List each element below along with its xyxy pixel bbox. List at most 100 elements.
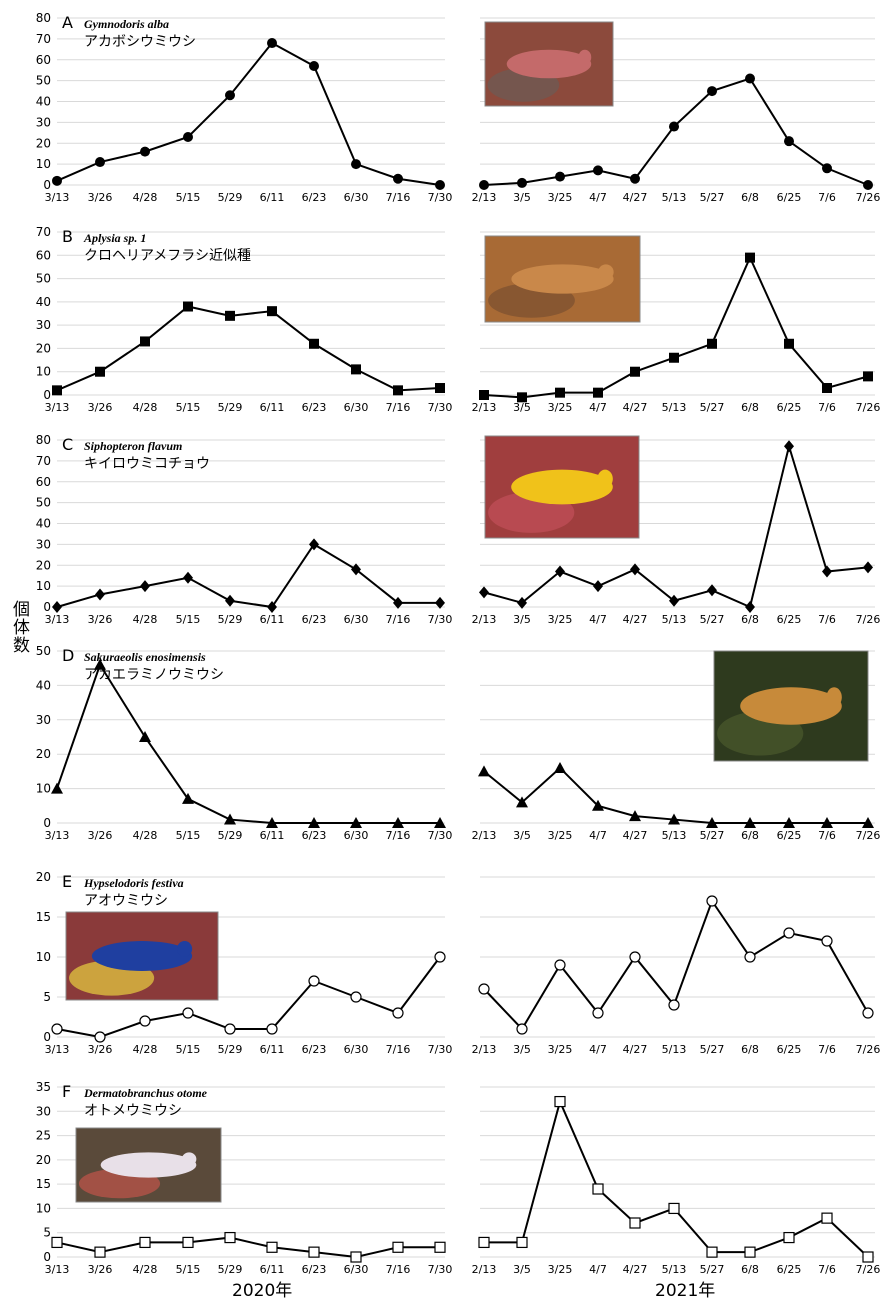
x-tick-label-2021: 6/8 bbox=[741, 191, 759, 204]
data-point-2021 bbox=[593, 387, 603, 398]
y-tick-label: 30 bbox=[36, 537, 51, 551]
x-tick-label-2021: 4/7 bbox=[589, 401, 607, 414]
data-point-2020 bbox=[434, 951, 446, 963]
x-tick-label-2020: 3/26 bbox=[88, 401, 113, 414]
x-tick-label-2021: 6/8 bbox=[741, 401, 759, 414]
data-point-2021 bbox=[668, 813, 680, 825]
data-point-2021 bbox=[517, 392, 527, 403]
data-point-2021 bbox=[593, 165, 603, 176]
scientific-name: Hypselodoris festiva bbox=[83, 876, 184, 890]
data-point-2021 bbox=[555, 387, 565, 398]
japanese-name: アオウミウシ bbox=[84, 893, 168, 909]
data-point-2020 bbox=[224, 1023, 236, 1035]
data-point-2021 bbox=[479, 586, 489, 599]
y-tick-label: 20 bbox=[36, 136, 51, 150]
data-point-2020 bbox=[267, 601, 277, 613]
x-tick-label-2021: 4/7 bbox=[589, 1263, 607, 1276]
data-point-2020 bbox=[182, 1007, 194, 1019]
data-point-2021 bbox=[630, 366, 640, 377]
data-point-2020 bbox=[392, 1241, 404, 1253]
y-tick-label: 25 bbox=[36, 1129, 51, 1143]
data-point-2021 bbox=[629, 810, 641, 822]
specimen-photo-F bbox=[75, 1127, 222, 1203]
x-tick-label-2021: 3/25 bbox=[548, 1263, 573, 1276]
data-point-2021 bbox=[554, 959, 566, 971]
y-tick-label: 40 bbox=[36, 517, 51, 531]
x-tick-label-2020: 3/26 bbox=[88, 829, 113, 842]
data-point-2021 bbox=[706, 817, 718, 828]
x-tick-label-2020: 7/16 bbox=[386, 1043, 411, 1056]
data-point-2020 bbox=[351, 364, 361, 375]
x-tick-label-2020: 6/11 bbox=[260, 191, 285, 204]
x-tick-label-2020: 6/30 bbox=[344, 1263, 369, 1276]
panel-letter: F bbox=[62, 1082, 71, 1101]
series-line-2020 bbox=[56, 543, 440, 609]
data-point-2021 bbox=[592, 1183, 604, 1195]
data-point-2020 bbox=[393, 596, 403, 609]
x-tick-label-2020: 7/30 bbox=[428, 1263, 453, 1276]
x-tick-label-2020: 6/23 bbox=[302, 191, 327, 204]
x-tick-label-2021: 7/26 bbox=[856, 1043, 881, 1056]
data-point-2021 bbox=[822, 565, 832, 578]
x-tick-label-2021: 6/25 bbox=[777, 1043, 802, 1056]
x-tick-label-2020: 6/11 bbox=[260, 1043, 285, 1056]
data-point-2020 bbox=[393, 385, 403, 396]
y-tick-label: 10 bbox=[36, 365, 51, 379]
y-tick-label: 70 bbox=[36, 32, 51, 46]
panel-letter: E bbox=[62, 872, 72, 891]
x-tick-label-2021: 5/13 bbox=[662, 191, 687, 204]
x-tick-label-2020: 7/30 bbox=[428, 1043, 453, 1056]
x-tick-label-2020: 6/23 bbox=[302, 1043, 327, 1056]
data-point-2021 bbox=[592, 1007, 604, 1019]
x-tick-label-2020: 7/16 bbox=[386, 1263, 411, 1276]
data-point-2020 bbox=[435, 596, 445, 609]
series-line-2020 bbox=[56, 662, 440, 824]
data-point-2020 bbox=[308, 975, 320, 987]
x-tick-label-2020: 6/11 bbox=[260, 613, 285, 626]
x-tick-label-2021: 6/8 bbox=[741, 613, 759, 626]
photo-animal-head bbox=[826, 687, 842, 708]
specimen-photo-B bbox=[484, 235, 641, 323]
x-tick-label-2021: 7/6 bbox=[818, 1043, 836, 1056]
panel-letter: C bbox=[62, 435, 73, 454]
x-tick-label-2020: 6/23 bbox=[302, 1263, 327, 1276]
photo-animal bbox=[511, 469, 613, 505]
x-tick-label-2020: 6/23 bbox=[302, 829, 327, 842]
data-point-2020 bbox=[183, 571, 193, 584]
data-point-2020 bbox=[392, 1007, 404, 1019]
data-point-2021 bbox=[555, 171, 565, 182]
data-point-2020 bbox=[350, 1251, 362, 1263]
y-tick-label: 60 bbox=[36, 53, 51, 67]
data-point-2020 bbox=[224, 1231, 236, 1244]
data-point-2020 bbox=[225, 90, 235, 101]
x-tick-label-2020: 3/26 bbox=[88, 1043, 113, 1056]
data-point-2020 bbox=[393, 173, 403, 184]
x-tick-label-2020: 6/30 bbox=[344, 191, 369, 204]
x-tick-label-2021: 2/13 bbox=[472, 613, 497, 626]
y-tick-label: 15 bbox=[36, 910, 51, 924]
x-tick-label-2020: 6/23 bbox=[302, 613, 327, 626]
data-point-2020 bbox=[183, 131, 193, 142]
y-tick-label: 30 bbox=[36, 1104, 51, 1118]
x-tick-label-2021: 7/26 bbox=[856, 1263, 881, 1276]
specimen-photo-D bbox=[713, 650, 869, 762]
y-tick-label: 30 bbox=[36, 318, 51, 332]
x-tick-label-2021: 4/27 bbox=[623, 401, 648, 414]
data-point-2020 bbox=[392, 817, 404, 828]
data-point-2020 bbox=[267, 306, 277, 317]
japanese-name: アカボシウミウシ bbox=[84, 34, 196, 50]
x-tick-label-2020: 5/29 bbox=[218, 401, 243, 414]
data-point-2021 bbox=[707, 86, 717, 97]
x-tick-label-2020: 3/13 bbox=[45, 191, 70, 204]
data-point-2020 bbox=[435, 180, 445, 190]
x-tick-label-2020: 5/29 bbox=[218, 191, 243, 204]
data-point-2021 bbox=[669, 594, 679, 607]
photo-animal-head bbox=[176, 941, 193, 957]
data-point-2020 bbox=[52, 175, 62, 186]
x-tick-label-2021: 6/8 bbox=[741, 829, 759, 842]
data-point-2021 bbox=[706, 1246, 718, 1258]
photo-animal bbox=[91, 941, 193, 971]
x-tick-label-2021: 4/27 bbox=[623, 191, 648, 204]
x-tick-label-2021: 4/7 bbox=[589, 613, 607, 626]
x-tick-label-2020: 5/15 bbox=[176, 191, 201, 204]
